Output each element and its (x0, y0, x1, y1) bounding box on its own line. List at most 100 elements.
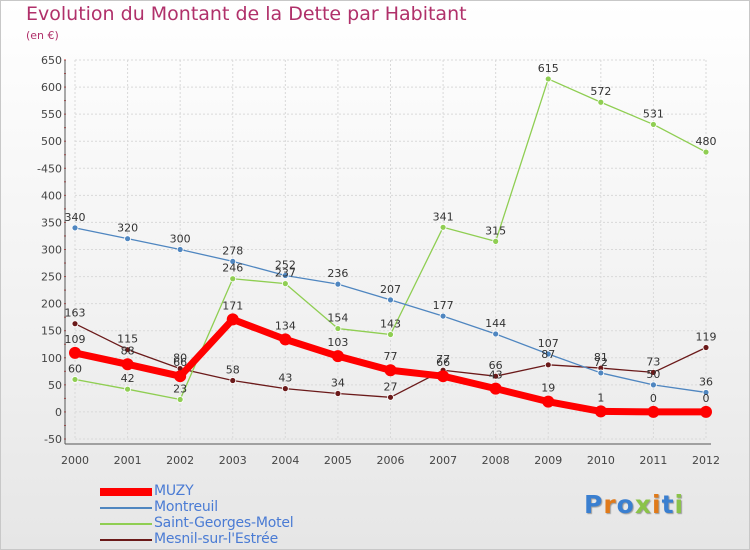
x-tick-label: 2003 (219, 454, 247, 467)
data-point (279, 333, 292, 346)
data-point (176, 246, 184, 253)
y-tick-label: 500 (41, 135, 62, 148)
x-tick-label: 2011 (639, 454, 667, 467)
data-label: 171 (222, 299, 243, 312)
data-label: 43 (278, 372, 292, 385)
data-label: 115 (117, 333, 138, 346)
legend-swatch (100, 507, 152, 509)
data-label: 236 (327, 267, 348, 280)
data-label: 134 (275, 319, 296, 332)
data-label: 341 (433, 210, 454, 223)
data-point (229, 258, 237, 265)
legend-swatch (100, 539, 152, 541)
data-point (334, 280, 342, 288)
data-label: 300 (170, 233, 191, 246)
data-point (387, 296, 394, 304)
data-point (69, 346, 81, 359)
logo-letter: r (603, 490, 617, 519)
y-tick-label: -450 (37, 162, 62, 175)
legend-swatch (100, 488, 152, 496)
data-label: 19 (541, 382, 555, 395)
data-label: 66 (489, 359, 503, 372)
data-point (176, 396, 184, 403)
data-label: 278 (222, 244, 243, 257)
y-tick-label: 250 (41, 271, 62, 284)
x-tick-label: 2004 (271, 454, 299, 467)
data-label: 72 (594, 356, 608, 369)
x-tick-label: 2009 (534, 454, 562, 467)
data-label: 81 (594, 351, 608, 364)
y-tick-label: 50 (48, 379, 62, 392)
y-tick-label: 650 (41, 54, 62, 67)
data-label: 246 (222, 262, 243, 275)
data-point (650, 369, 657, 376)
data-label: 103 (327, 336, 348, 349)
data-label: 77 (384, 350, 398, 363)
data-label: 119 (696, 330, 717, 343)
x-tick-label: 2001 (114, 454, 142, 467)
data-point (71, 224, 79, 232)
x-tick-label: 2000 (61, 454, 89, 467)
data-point (700, 405, 712, 418)
data-label: 144 (485, 317, 506, 330)
data-point (124, 346, 131, 354)
data-label: 237 (275, 267, 296, 280)
legend-label: Mesnil-sur-l'Estrée (154, 531, 279, 547)
data-point (492, 237, 500, 245)
data-label: 36 (699, 375, 713, 388)
data-label: 320 (117, 222, 138, 235)
logo-letter: t (661, 490, 675, 519)
data-point (544, 350, 552, 358)
data-label: 252 (275, 258, 296, 271)
data-point (124, 235, 131, 243)
data-point (439, 223, 447, 231)
data-point (542, 395, 555, 408)
data-point (650, 381, 657, 389)
y-tick-label: 550 (41, 108, 62, 121)
series-group (69, 75, 712, 418)
data-point (492, 330, 500, 338)
data-point (121, 358, 134, 371)
data-point (71, 376, 79, 383)
logo-letter: i (652, 490, 662, 519)
data-point (331, 350, 344, 363)
data-label: 340 (65, 211, 86, 224)
logo-letter: P (584, 490, 604, 519)
data-point (229, 377, 237, 384)
data-point (647, 405, 660, 418)
chart-title: Evolution du Montant de la Dette par Hab… (26, 3, 467, 25)
legend-label: Saint-Georges-Motel (154, 515, 294, 531)
data-label: 87 (541, 348, 555, 361)
data-label: 177 (433, 299, 454, 312)
data-point (489, 382, 502, 395)
data-point (384, 364, 397, 377)
data-point (597, 98, 605, 106)
data-label: 531 (643, 107, 664, 120)
data-label: 34 (331, 377, 345, 390)
data-point (702, 389, 710, 396)
data-point (387, 393, 394, 401)
data-label: 572 (590, 85, 611, 98)
data-label: 163 (65, 307, 86, 320)
data-label: 77 (436, 353, 450, 366)
data-point (597, 369, 605, 377)
data-point (492, 372, 500, 380)
x-tick-label: 2005 (324, 454, 352, 467)
data-point (174, 370, 187, 383)
data-label: 73 (646, 355, 660, 368)
data-point (702, 344, 710, 351)
logo-letter: o (616, 490, 635, 519)
data-label: 143 (380, 318, 401, 331)
series-1 (71, 224, 710, 396)
data-point (544, 75, 552, 83)
data-point (226, 313, 239, 326)
data-label: 42 (121, 372, 135, 385)
data-label: 58 (226, 364, 240, 377)
data-point (439, 312, 447, 320)
data-label: 66 (436, 356, 450, 369)
y-tick-label: 200 (41, 298, 62, 311)
legend-label: Montreuil (154, 499, 218, 515)
data-label: 107 (538, 337, 559, 350)
x-tick-label: 2007 (429, 454, 457, 467)
